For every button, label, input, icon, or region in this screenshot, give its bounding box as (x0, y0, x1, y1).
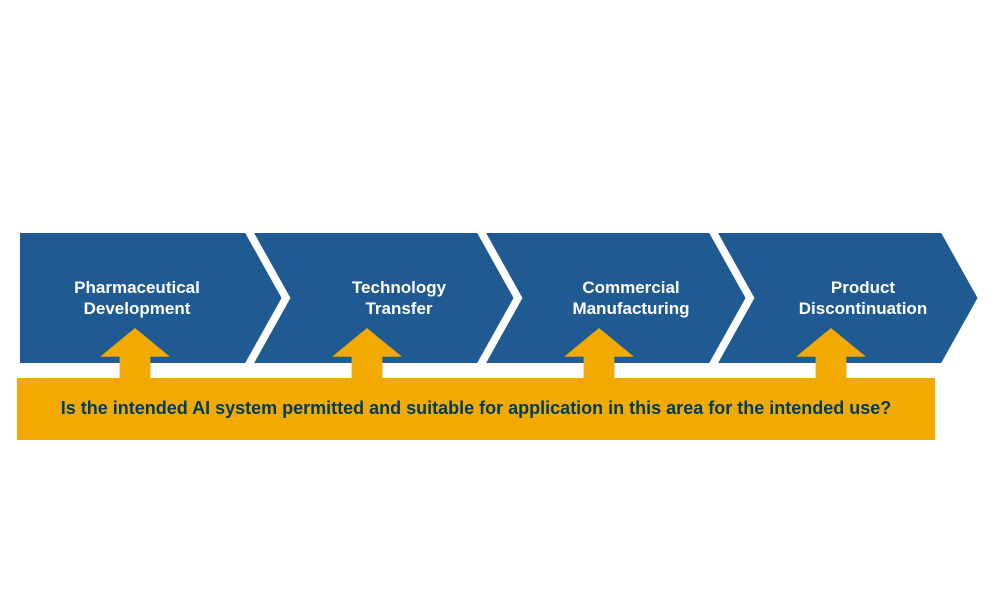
question-text: Is the intended AI system permitted and … (61, 397, 891, 420)
chevron-label: TechnologyTransfer (309, 277, 489, 320)
question-bar: Is the intended AI system permitted and … (17, 378, 935, 440)
chevron-label: ProductDiscontinuation (773, 277, 953, 320)
chevron-row: PharmaceuticalDevelopment TechnologyTrans… (17, 230, 983, 366)
chevron-label: PharmaceuticalDevelopment (47, 277, 227, 320)
chevron-label: CommercialManufacturing (541, 277, 721, 320)
lifecycle-diagram: PharmaceuticalDevelopment TechnologyTrans… (17, 230, 983, 366)
